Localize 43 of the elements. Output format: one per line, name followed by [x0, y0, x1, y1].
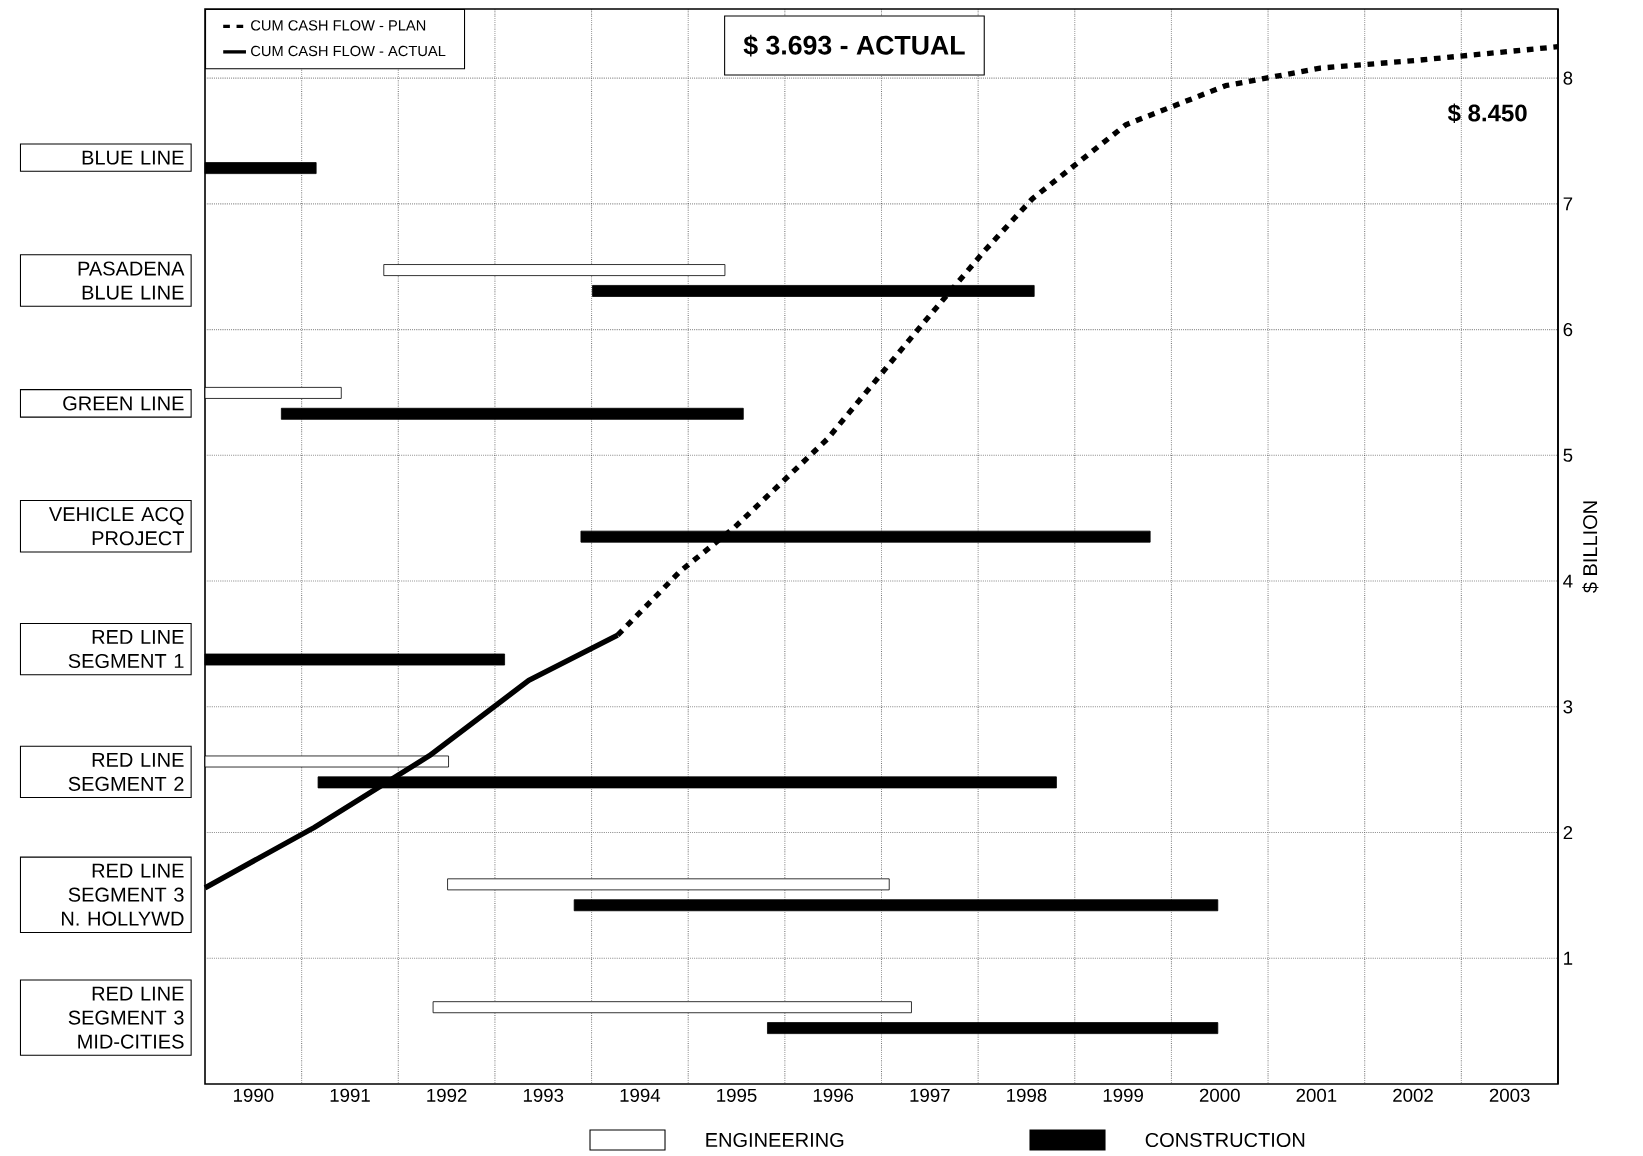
y-tick-label: BLUE LINE — [82, 150, 184, 165]
bar — [573, 899, 1219, 912]
y-tick-label: VEHICLE ACQ PROJECT — [48, 507, 184, 546]
x-tick-label: 1994 — [620, 1088, 661, 1102]
y-tick-label: 3 — [1563, 700, 1573, 714]
y-tick-label: GREEN LINE — [63, 396, 184, 411]
bar — [280, 407, 744, 420]
y-tick-label: 8 — [1563, 71, 1573, 85]
x-tick-label: 2001 — [1296, 1088, 1337, 1102]
y-tick-label: RED LINE SEGMENT 1 — [68, 630, 184, 669]
annotation: $ 3.693 - ACTUAL — [743, 34, 965, 57]
bar — [447, 878, 890, 891]
y-axis-title: $ BILLION — [1582, 501, 1599, 593]
x-tick-label: 1996 — [813, 1088, 854, 1102]
bar — [432, 1001, 912, 1014]
legend-label: CUM CASH FLOW - PLAN — [251, 20, 426, 31]
annotation: $ 8.450 — [1447, 103, 1527, 124]
y-tick-label: 7 — [1563, 197, 1573, 211]
y-tick-label: RED LINE SEGMENT 3 N. HOLLYWD — [62, 863, 184, 926]
y-tick-label: 1 — [1564, 951, 1573, 965]
x-tick-label: 2003 — [1489, 1088, 1530, 1102]
x-tick-label: 2002 — [1393, 1088, 1433, 1102]
legend-label: CONSTRUCTION — [1145, 1132, 1305, 1148]
bar — [767, 1022, 1219, 1035]
x-tick-label: 1993 — [523, 1088, 564, 1102]
y-tick-label: 5 — [1563, 448, 1573, 462]
x-tick-label: 1999 — [1103, 1088, 1143, 1102]
legend-label: ENGINEERING — [706, 1132, 844, 1148]
x-tick-label: 2000 — [1199, 1088, 1240, 1102]
bar — [383, 264, 726, 276]
y-tick-label: PASADENA BLUE LINE — [78, 261, 185, 300]
x-tick-label: 1997 — [910, 1088, 950, 1102]
legend-label: CUM CASH FLOW - ACTUAL — [251, 45, 446, 57]
x-tick-label: 1991 — [330, 1088, 370, 1102]
x-tick-label: 1998 — [1007, 1088, 1047, 1102]
y-tick-label: RED LINE SEGMENT 2 — [68, 752, 184, 791]
y-tick-label: RED LINE SEGMENT 3 MID-CITIES — [68, 986, 184, 1049]
x-tick-label: 1990 — [233, 1088, 274, 1102]
y-tick-label: 2 — [1563, 825, 1573, 840]
x-tick-label: 1995 — [717, 1088, 757, 1102]
y-tick-label: 6 — [1563, 322, 1573, 337]
y-tick-label: 4 — [1563, 574, 1573, 588]
x-tick-label: 1992 — [427, 1088, 467, 1102]
